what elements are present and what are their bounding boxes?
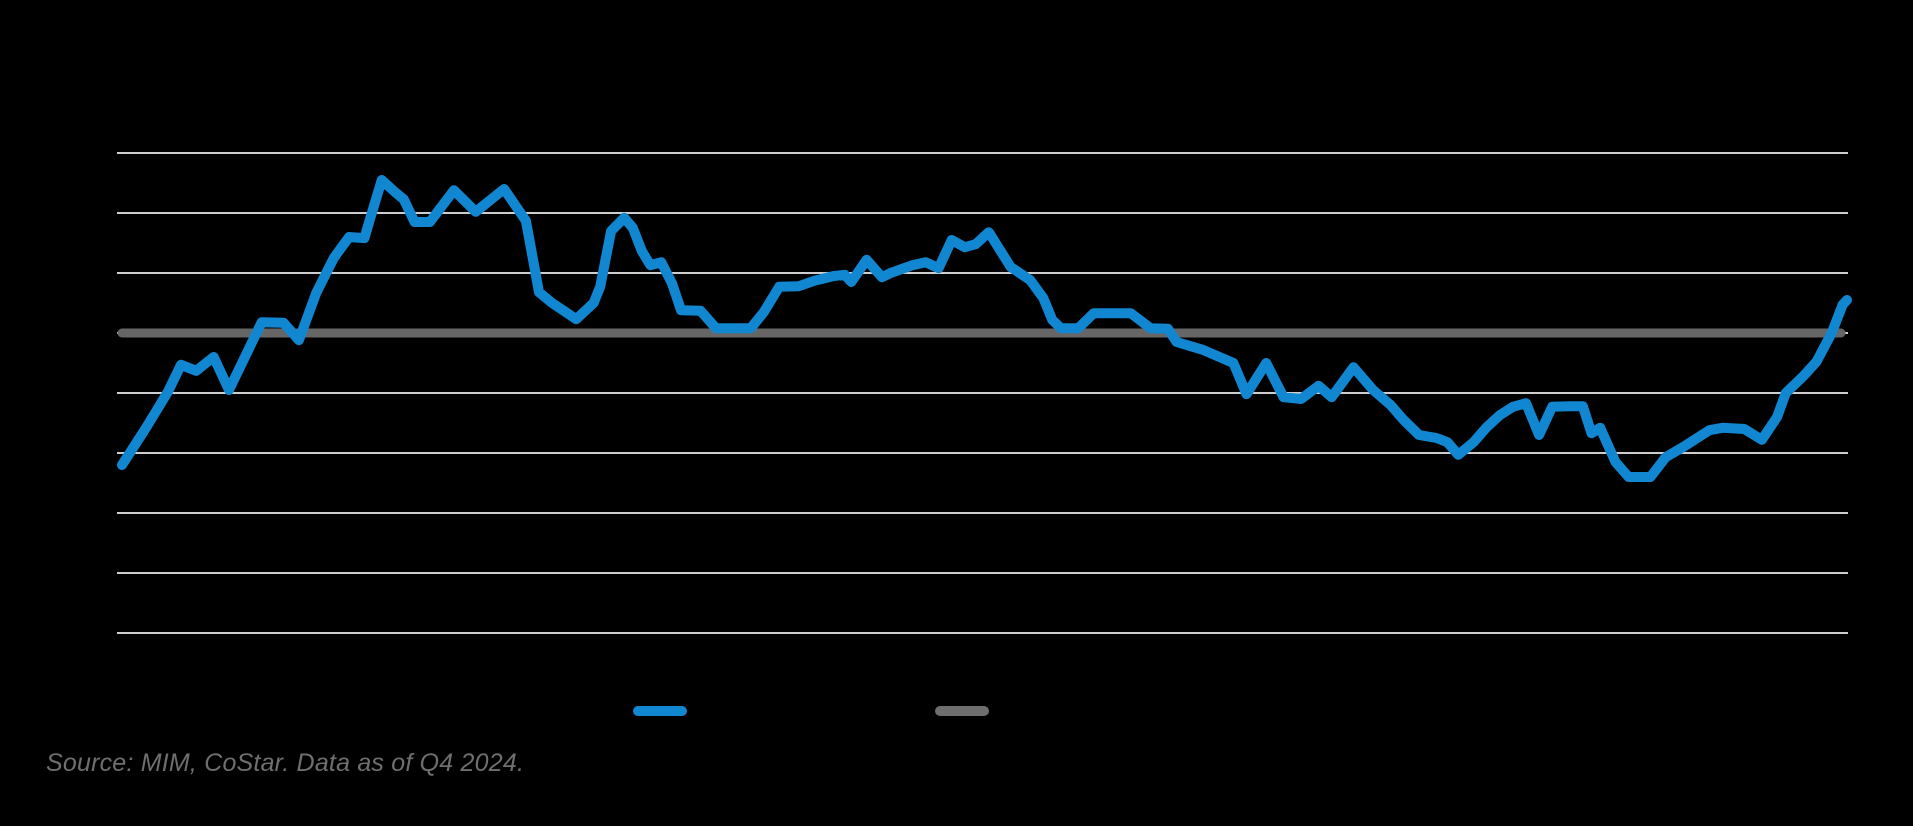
legend-swatch-series-line bbox=[633, 706, 687, 716]
source-note: Source: MIM, CoStar. Data as of Q4 2024. bbox=[46, 749, 525, 777]
legend-swatch-average-line bbox=[935, 706, 989, 716]
gridlines bbox=[117, 152, 1848, 634]
series-line bbox=[117, 175, 1852, 482]
